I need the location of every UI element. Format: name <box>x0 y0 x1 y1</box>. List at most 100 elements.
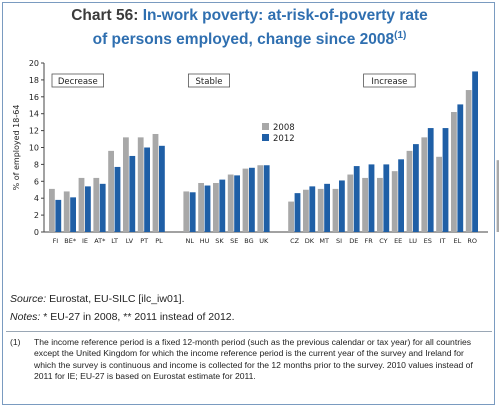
x-tick-label: HU <box>200 237 210 245</box>
chart-title-prefix: Chart 56: <box>71 7 143 24</box>
bar-2012 <box>234 175 240 232</box>
group-label-box <box>187 73 230 88</box>
bar-2012 <box>457 104 464 232</box>
bar-2008 <box>332 188 339 232</box>
legend-label-2012: 2012 <box>273 134 295 144</box>
notes-text: * EU-27 in 2008, ** 2011 instead of 2012… <box>40 311 235 323</box>
bar-2012 <box>55 199 62 232</box>
x-tick-label: SE <box>230 237 238 245</box>
bar-2008 <box>123 137 129 232</box>
bar-2012 <box>398 159 404 232</box>
bar-2008 <box>391 171 398 232</box>
bar-2012 <box>70 197 76 232</box>
group-label: Decrease <box>58 77 98 87</box>
legend-swatch-2012 <box>262 134 269 141</box>
bar-2008 <box>436 156 442 232</box>
source-label: Source: <box>10 293 47 305</box>
bar-2012 <box>442 128 449 232</box>
bar-2012 <box>159 145 165 232</box>
x-tick-label: LV <box>126 237 134 245</box>
bar-2012 <box>144 147 150 232</box>
bar-2008 <box>49 188 55 232</box>
footnote: (1) The income reference period is a fix… <box>10 337 486 382</box>
y-tick-label: 8 <box>34 160 39 169</box>
x-tick-label: UK <box>259 237 269 245</box>
bar-2008 <box>242 168 249 232</box>
x-tick-label: BG <box>244 237 253 245</box>
bar-2012 <box>114 166 121 232</box>
x-tick-label: NL <box>186 237 195 245</box>
bar-2008 <box>227 174 234 232</box>
bar-2012 <box>129 155 136 232</box>
x-tick-label: SI <box>336 237 342 245</box>
notes-label: Notes: <box>10 311 41 323</box>
bar-2008 <box>93 177 100 232</box>
bar-2008 <box>198 182 204 232</box>
x-tick-label: BE* <box>64 237 77 245</box>
x-tick-label: PL <box>155 237 163 245</box>
bar-2012 <box>324 183 330 232</box>
bar-2012 <box>472 71 478 232</box>
bar-2012 <box>413 144 419 232</box>
divider <box>6 331 492 332</box>
chart-title-line2: of persons employed, change since 2008 <box>92 31 395 49</box>
bar-2012 <box>263 165 270 232</box>
bar-2012 <box>204 185 211 232</box>
bar-2008 <box>406 150 413 232</box>
y-tick-label: 0 <box>34 228 39 237</box>
y-tick-label: 16 <box>29 93 39 102</box>
x-tick-label: SK <box>215 237 224 245</box>
bar-2012 <box>99 183 106 232</box>
x-tick-label: EE <box>394 237 402 245</box>
y-tick-label: 4 <box>34 194 39 203</box>
bar-2012 <box>368 164 375 232</box>
bar-2008 <box>288 201 294 232</box>
y-tick-label: 20 <box>29 59 39 68</box>
x-tick-label: CY <box>379 237 387 245</box>
group-label-box <box>51 73 104 88</box>
group-label: Increase <box>371 77 407 87</box>
notes-line: Notes: * EU-27 in 2008, ** 2011 instead … <box>10 311 235 323</box>
x-tick-label: DE <box>349 237 358 245</box>
bar-2008 <box>183 191 190 232</box>
legend-swatch-2008 <box>262 123 269 130</box>
bar-2008 <box>78 177 85 232</box>
source-line: Source: Eurostat, EU-SILC [ilc_iw01]. <box>10 293 185 305</box>
x-tick-label: IT <box>440 237 446 245</box>
chart-title-line1: In-work poverty: at-risk-of-poverty rate <box>142 7 428 24</box>
bar-2012 <box>383 164 390 232</box>
x-tick-label: EL <box>454 237 462 245</box>
bar-2008 <box>496 160 499 232</box>
bar-2012 <box>427 128 434 232</box>
bar-2008 <box>451 112 457 232</box>
bar-2008 <box>362 177 368 232</box>
bar-2008 <box>63 191 70 232</box>
bar-2012 <box>85 186 91 232</box>
bar-2008 <box>213 182 219 232</box>
bar-2008 <box>465 90 472 232</box>
y-axis-label: % of employed 18-64 <box>12 105 21 191</box>
bar-2012 <box>294 193 301 232</box>
x-tick-label: LU <box>409 237 417 245</box>
group-label: Stable <box>196 77 223 87</box>
bar-2012 <box>249 167 255 232</box>
y-tick-label: 10 <box>29 144 39 153</box>
bar-2012 <box>309 186 316 232</box>
y-tick-label: 2 <box>34 211 39 220</box>
source-text: Eurostat, EU-SILC [ilc_iw01]. <box>46 293 185 305</box>
bar-2008 <box>257 165 264 232</box>
bar-2008 <box>108 150 114 232</box>
bar-2012 <box>189 192 196 232</box>
bar-chart: 0 2 4 6 8 10 12 14 16 18 20 % of employed 18-64 FI BE… <box>12 59 499 245</box>
bar-2008 <box>377 177 383 232</box>
x-tick-label: RO <box>467 237 477 245</box>
x-tick-label: ES <box>424 237 432 245</box>
bar-2008 <box>303 189 309 232</box>
x-tick-label: DK <box>305 237 315 245</box>
bar-2012 <box>219 179 226 232</box>
bar-2008 <box>347 174 354 232</box>
x-tick-label: FI <box>53 237 59 245</box>
bar-2008 <box>421 137 428 232</box>
footnote-text: The income reference period is a fixed 1… <box>34 337 473 381</box>
x-tick-label: IE <box>82 237 88 245</box>
